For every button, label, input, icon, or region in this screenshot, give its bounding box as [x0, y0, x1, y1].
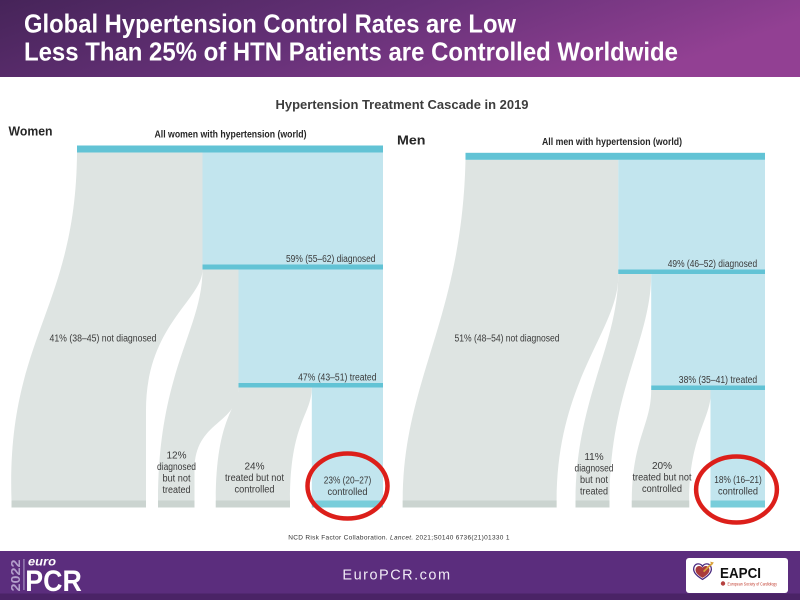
svg-text:controlled: controlled — [642, 484, 682, 495]
svg-text:treated but not: treated but not — [633, 473, 692, 484]
svg-text:All women with hypertension (w: All women with hypertension (world) — [155, 129, 307, 141]
svg-text:NCD Risk Factor Collaboration.: NCD Risk Factor Collaboration. Lancet. 2… — [288, 535, 510, 542]
svg-text:diagnosed: diagnosed — [157, 462, 196, 473]
svg-text:treated: treated — [163, 485, 191, 496]
svg-text:euro: euro — [28, 555, 56, 569]
svg-text:59% (55–62) diagnosed: 59% (55–62) diagnosed — [286, 254, 376, 265]
svg-text:Women: Women — [9, 124, 53, 139]
svg-text:23% (20–27): 23% (20–27) — [324, 476, 372, 487]
svg-text:38% (35–41) treated: 38% (35–41) treated — [679, 375, 757, 386]
svg-text:Hypertension Treatment Cascade: Hypertension Treatment Cascade in 2019 — [276, 97, 529, 112]
svg-text:diagnosed: diagnosed — [575, 464, 614, 475]
svg-text:controlled: controlled — [235, 485, 275, 496]
svg-text:51% (48–54) not diagnosed: 51% (48–54) not diagnosed — [455, 334, 560, 345]
svg-text:11%: 11% — [584, 452, 603, 463]
svg-text:but not: but not — [163, 474, 191, 485]
svg-text:18% (16–21): 18% (16–21) — [714, 475, 762, 486]
svg-text:12%: 12% — [166, 451, 186, 462]
svg-text:47% (43–51) treated: 47% (43–51) treated — [298, 373, 376, 384]
svg-text:All men with hypertension (wor: All men with hypertension (world) — [542, 136, 682, 148]
svg-text:2022: 2022 — [8, 560, 23, 592]
svg-text:Global Hypertension Control Ra: Global Hypertension Control Rates are Lo… — [24, 9, 517, 39]
svg-text:Less Than 25% of HTN Patients: Less Than 25% of HTN Patients are Contro… — [24, 37, 678, 67]
svg-text:European Society of Cardiology: European Society of Cardiology — [728, 582, 778, 587]
svg-text:but not: but not — [580, 475, 608, 486]
svg-text:controlled: controlled — [718, 487, 758, 498]
svg-text:PCR: PCR — [25, 565, 82, 598]
svg-text:49% (46–52) diagnosed: 49% (46–52) diagnosed — [668, 259, 758, 270]
svg-text:EuroPCR.com: EuroPCR.com — [342, 568, 451, 584]
svg-text:controlled: controlled — [328, 487, 368, 498]
svg-text:treated but not: treated but not — [225, 473, 284, 484]
svg-text:24%: 24% — [244, 462, 264, 473]
svg-text:Men: Men — [397, 133, 426, 148]
svg-text:treated: treated — [580, 487, 608, 498]
svg-text:41% (38–45) not diagnosed: 41% (38–45) not diagnosed — [50, 334, 157, 345]
svg-text:EAPCI: EAPCI — [720, 565, 761, 582]
svg-text:20%: 20% — [652, 461, 672, 472]
